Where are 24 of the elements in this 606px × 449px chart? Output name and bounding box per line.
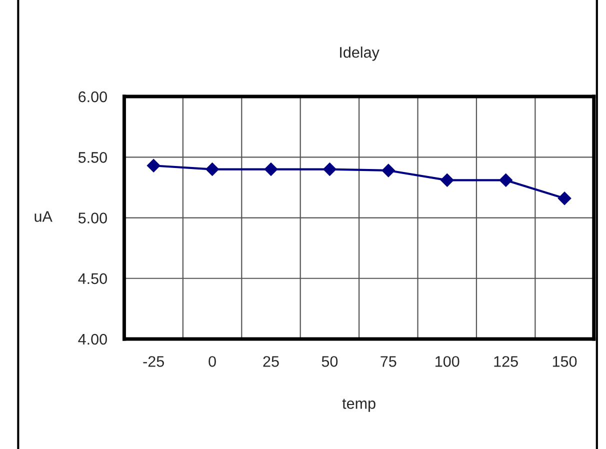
x-tick-label: -25 <box>143 356 164 367</box>
x-tick-label: 75 <box>380 356 396 367</box>
chart-title: Idelay <box>340 46 380 61</box>
point <box>264 162 278 176</box>
point <box>206 162 219 176</box>
point <box>499 174 512 187</box>
x-axis-title: temp <box>342 398 376 412</box>
x-tick-label: 100 <box>436 356 460 367</box>
y-tick-label: 6.00 <box>78 91 107 102</box>
y-tick-label: 4.50 <box>78 273 107 284</box>
y-tick-label: 5.50 <box>78 152 107 163</box>
y-tick-label: 4.00 <box>78 334 107 345</box>
point <box>382 164 395 178</box>
x-tick-label: 25 <box>263 356 279 367</box>
x-tick-label: 125 <box>494 356 518 367</box>
point <box>558 192 572 205</box>
y-axis-title: uA <box>34 211 52 222</box>
y-tick-label: 5.00 <box>78 212 107 224</box>
point <box>440 174 454 187</box>
point <box>323 162 336 176</box>
x-tick-label: 50 <box>322 356 338 367</box>
x-tick-label: 150 <box>552 356 577 367</box>
x-tick-label: 0 <box>208 356 216 367</box>
point <box>146 159 160 172</box>
